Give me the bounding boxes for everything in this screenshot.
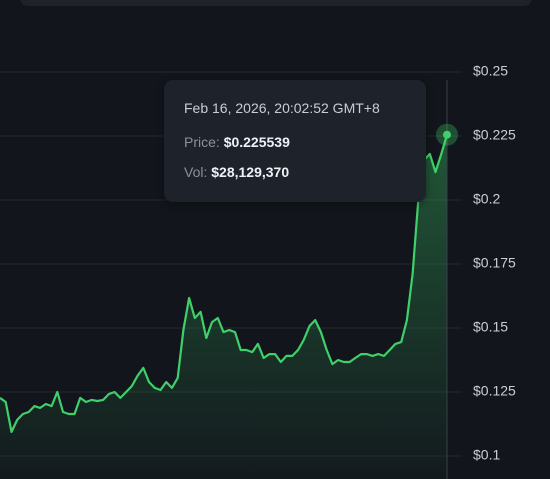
price-value: $0.225539 — [223, 134, 290, 150]
tooltip-date: Feb 16, 2026, 20:02:52 GMT+8 — [184, 100, 380, 116]
volume-value: $28,129,370 — [211, 164, 290, 180]
y-tick-label: $0.2 — [473, 191, 500, 207]
y-tick-label: $0.125 — [473, 383, 516, 399]
y-tick-label: $0.15 — [473, 319, 508, 335]
tooltip: Feb 16, 2026, 20:02:52 GMT+8 Price: $0.2… — [164, 80, 426, 202]
y-tick-label: $0.175 — [473, 255, 516, 271]
volume-label: Vol: — [184, 164, 208, 180]
price-label: Price: — [184, 134, 220, 150]
hover-point — [443, 130, 451, 139]
y-tick-label: $0.25 — [473, 63, 508, 79]
y-tick-label: $0.225 — [473, 127, 516, 143]
area — [0, 134, 447, 479]
top-panel — [20, 0, 532, 6]
tooltip-price: Price: $0.225539 — [184, 134, 406, 150]
price-line — [0, 134, 449, 433]
y-tick-label: $0.1 — [473, 447, 500, 463]
tooltip-volume: Vol: $28,129,370 — [184, 164, 406, 180]
